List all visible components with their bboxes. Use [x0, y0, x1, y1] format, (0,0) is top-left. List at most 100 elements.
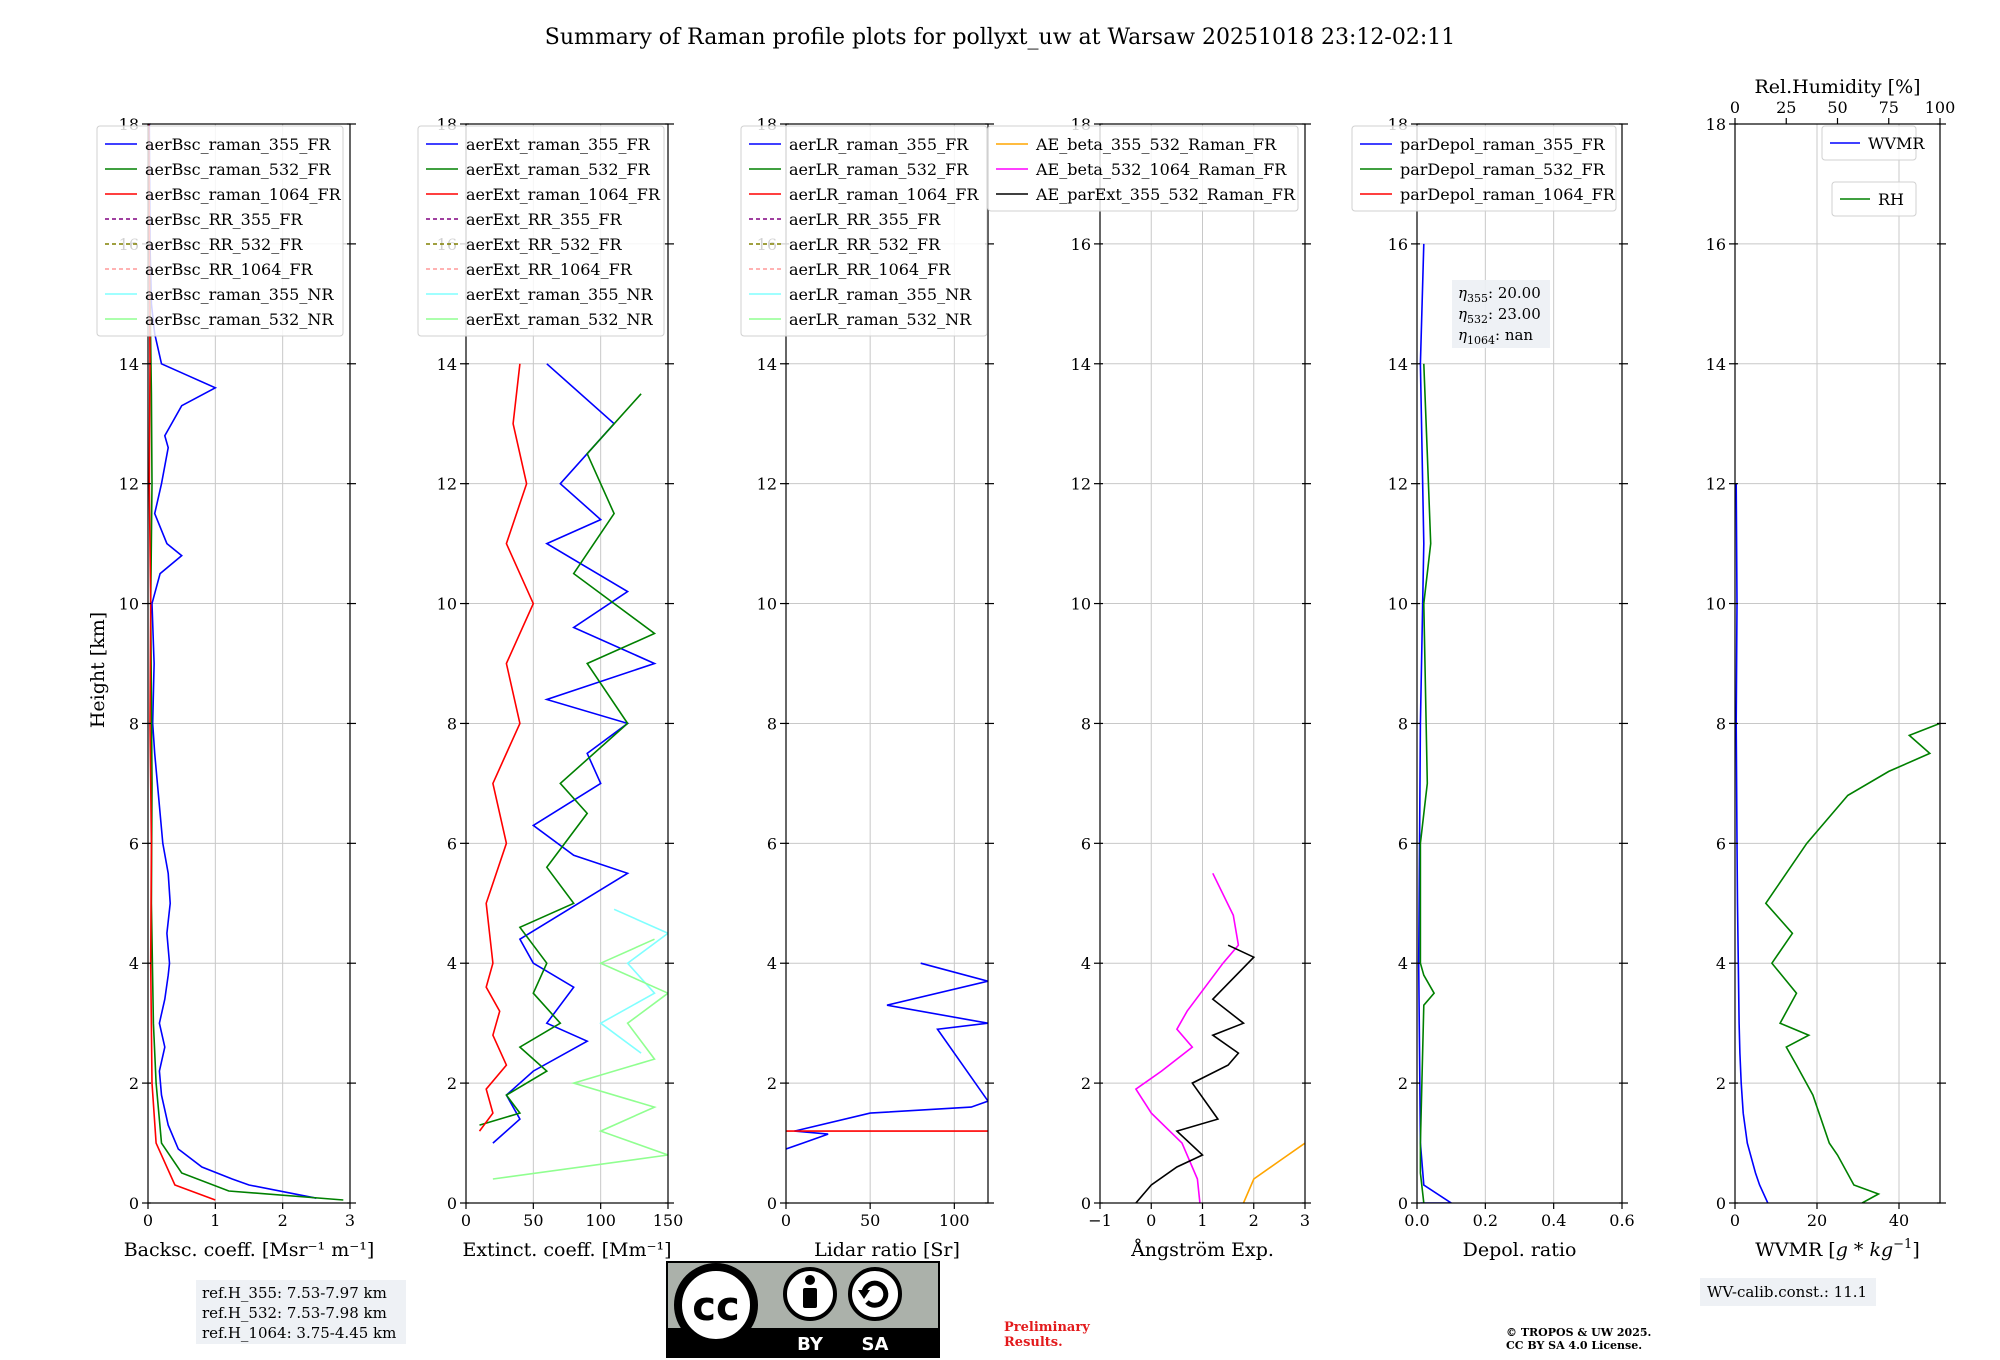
y-tick-label: 14 [1706, 355, 1726, 374]
y-tick-label: 0 [1081, 1194, 1091, 1213]
y-tick-label: 4 [447, 954, 457, 973]
by-icon [783, 1267, 837, 1321]
legend-WVMR: WVMR [1821, 125, 1925, 161]
legend-item: aerLR_raman_532_FR [749, 160, 969, 179]
x-tick-label: 0 [1146, 1211, 1156, 1230]
y-tick-label: 10 [757, 595, 777, 614]
y-tick-label: 0 [447, 1194, 457, 1213]
x-axis-label: Extinct. coeff. [Mm⁻¹] [462, 1239, 671, 1261]
legend-label: aerLR_RR_532_FR [789, 235, 941, 254]
preliminary-line-2: Results. [1004, 1335, 1063, 1350]
wv-calib-box: WV-calib.const.: 11.1 [1700, 1278, 1876, 1306]
y-tick-label: 16 [1388, 235, 1408, 254]
y-tick-label: 10 [437, 595, 457, 614]
legend-label: RH [1878, 190, 1904, 209]
legend-label: aerLR_raman_532_FR [789, 160, 969, 179]
legend-label: aerExt_raman_532_FR [466, 160, 651, 179]
y-tick-label: 8 [1716, 714, 1726, 733]
y-tick-label: 12 [119, 475, 139, 494]
y-tick-label: 4 [129, 954, 139, 973]
y-tick-label: 14 [437, 355, 457, 374]
legend-label: aerExt_raman_355_NR [466, 285, 654, 304]
legend-label: aerExt_RR_355_FR [466, 210, 623, 229]
preliminary-note: Preliminary Results. [1004, 1320, 1090, 1350]
legend-item: aerBsc_RR_532_FR [105, 235, 303, 254]
series-aerBsc_raman_1064_FR [148, 124, 216, 1201]
cc-logo-text: cc [692, 1284, 739, 1330]
top-x-tick-label: 0 [1730, 98, 1740, 117]
x-tick-label: 50 [523, 1211, 543, 1230]
legend-item: aerBsc_raman_355_NR [105, 285, 334, 304]
top-x-tick-label: 75 [1879, 98, 1899, 117]
top-x-tick-label: 25 [1776, 98, 1796, 117]
legend-label: parDepol_raman_532_FR [1400, 160, 1606, 179]
y-tick-label: 12 [757, 475, 777, 494]
y-tick-label: 2 [129, 1074, 139, 1093]
x-tick-label: −1 [1088, 1211, 1112, 1230]
legend-label: aerExt_raman_532_NR [466, 310, 654, 329]
x-axis-label: WVMR [g * kg−1] [1755, 1237, 1919, 1261]
legend-label: aerLR_raman_355_FR [789, 135, 969, 154]
eta-532: η532: 23.00 [1458, 305, 1541, 326]
legend-label: aerLR_RR_355_FR [789, 210, 941, 229]
y-tick-label: 16 [1706, 235, 1726, 254]
y-tick-label: 6 [129, 834, 139, 853]
legend: AE_beta_355_532_Raman_FR AE_beta_532_1064… [987, 125, 1299, 212]
series-aerExt_raman_1064_FR [478, 363, 535, 1132]
x-tick-label: 1 [1197, 1211, 1207, 1230]
legend-label: aerBsc_raman_355_FR [145, 135, 331, 154]
y-tick-label: 10 [1706, 595, 1726, 614]
legend-label: AE_beta_355_532_Raman_FR [1035, 135, 1277, 154]
y-tick-label: 6 [447, 834, 457, 853]
legend-label: aerBsc_RR_532_FR [145, 235, 303, 254]
legend: aerBsc_raman_355_FR aerBsc_raman_532_FRae… [96, 125, 344, 337]
legend-label: WVMR [1868, 134, 1925, 153]
y-tick-label: 12 [1071, 475, 1091, 494]
series-aerLR_raman_355_FR [786, 962, 988, 1150]
y-tick-label: 2 [767, 1074, 777, 1093]
y-tick-label: 14 [1388, 355, 1408, 374]
y-tick-label: 2 [447, 1074, 457, 1093]
y-tick-label: 4 [1716, 954, 1726, 973]
legend-item: aerLR_RR_532_FR [749, 235, 941, 254]
y-tick-label: 6 [1398, 834, 1408, 853]
y-tick-label: 10 [119, 595, 139, 614]
legend-item: aerLR_raman_1064_FR [749, 185, 979, 204]
x-tick-label: 0 [781, 1211, 791, 1230]
legend-item: aerBsc_raman_532_NR [105, 310, 334, 329]
legend-label: aerBsc_raman_532_FR [145, 160, 331, 179]
by-label: BY [797, 1334, 824, 1355]
x-tick-label: 40 [1889, 1211, 1909, 1230]
legend-item: aerLR_RR_355_FR [749, 210, 941, 229]
legend-item: aerBsc_raman_532_FR [105, 160, 331, 179]
y-tick-label: 14 [119, 355, 139, 374]
x-tick-label: 2 [1249, 1211, 1259, 1230]
legend-label: aerExt_raman_1064_FR [466, 185, 661, 204]
y-tick-label: 16 [1071, 235, 1091, 254]
legend-item: aerExt_RR_532_FR [426, 235, 623, 254]
legend-item: aerExt_raman_355_FR [426, 135, 651, 154]
x-tick-label: 0.6 [1609, 1211, 1634, 1230]
legend-item: aerBsc_RR_1064_FR [105, 260, 314, 279]
legend-item: aerBsc_raman_355_FR [105, 135, 331, 154]
legend-label: aerExt_RR_1064_FR [466, 260, 633, 279]
series-aerExt_raman_532_NR [492, 938, 668, 1180]
legend-item: aerLR_raman_355_NR [749, 285, 972, 304]
legend-label: aerBsc_raman_532_NR [145, 310, 334, 329]
y-tick-label: 8 [1398, 714, 1408, 733]
y-tick-label: 2 [1398, 1074, 1408, 1093]
x-tick-label: 0 [143, 1211, 153, 1230]
legend-label: parDepol_raman_355_FR [1400, 135, 1606, 154]
sa-label: SA [862, 1334, 889, 1355]
axes-frame [1734, 123, 1941, 1204]
y-tick-label: 6 [1081, 834, 1091, 853]
series-AE_beta_355_532_Raman_FR [1242, 1142, 1305, 1203]
series-parDepol_raman_532_FR [1419, 363, 1436, 1203]
legend-item: aerExt_raman_532_NR [426, 310, 654, 329]
y-tick-label: 2 [1716, 1074, 1726, 1093]
sa-icon [848, 1267, 902, 1321]
x-tick-label: 1 [210, 1211, 220, 1230]
y-tick-label: 12 [437, 475, 457, 494]
